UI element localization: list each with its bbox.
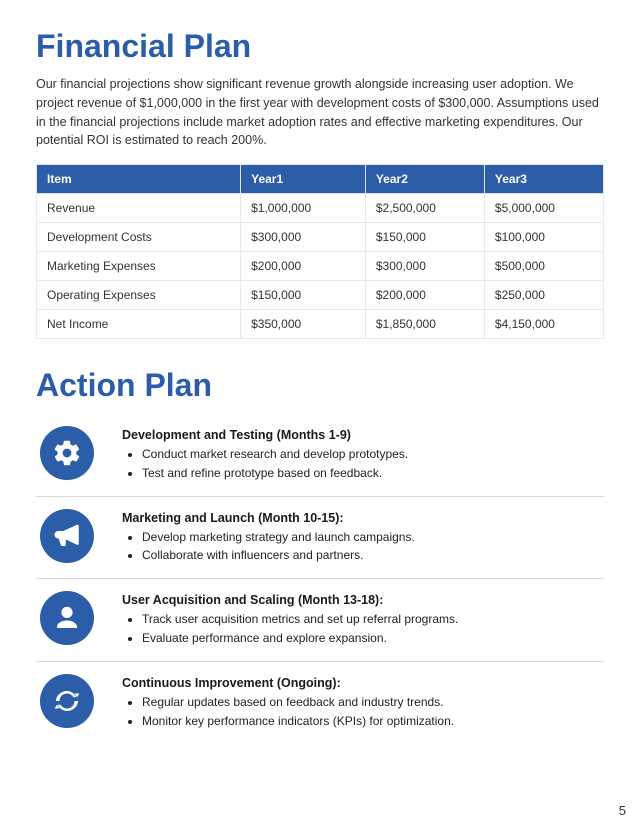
action-bullet: Develop marketing strategy and launch ca…: [142, 529, 604, 546]
table-cell: $150,000: [241, 281, 366, 310]
user-icon: [40, 591, 94, 645]
table-cell: Net Income: [37, 310, 241, 339]
action-heading: Development and Testing (Months 1-9): [122, 428, 604, 442]
financial-plan-intro: Our financial projections show significa…: [36, 75, 604, 150]
table-cell: $1,850,000: [365, 310, 484, 339]
table-cell: $100,000: [484, 223, 603, 252]
action-heading: Continuous Improvement (Ongoing):: [122, 676, 604, 690]
gear-icon: [40, 426, 94, 480]
action-body: User Acquisition and Scaling (Month 13-1…: [122, 591, 604, 649]
table-cell: $2,500,000: [365, 194, 484, 223]
action-bullet: Conduct market research and develop prot…: [142, 446, 604, 463]
table-cell: $350,000: [241, 310, 366, 339]
cycle-icon: [40, 674, 94, 728]
action-plan-list: Development and Testing (Months 1-9) Cond…: [36, 414, 604, 743]
action-body: Development and Testing (Months 1-9) Cond…: [122, 426, 604, 484]
action-body: Continuous Improvement (Ongoing): Regular…: [122, 674, 604, 732]
table-cell: $1,000,000: [241, 194, 366, 223]
action-bullet: Regular updates based on feedback and in…: [142, 694, 604, 711]
action-heading: Marketing and Launch (Month 10-15):: [122, 511, 604, 525]
action-item: User Acquisition and Scaling (Month 13-1…: [36, 579, 604, 662]
table-row: Marketing Expenses$200,000$300,000$500,0…: [37, 252, 604, 281]
page-number: 5: [619, 803, 626, 818]
action-bullet: Collaborate with influencers and partner…: [142, 547, 604, 564]
table-row: Operating Expenses$150,000$200,000$250,0…: [37, 281, 604, 310]
table-cell: Development Costs: [37, 223, 241, 252]
action-plan-title: Action Plan: [36, 367, 604, 404]
action-item: Marketing and Launch (Month 10-15): Devel…: [36, 497, 604, 580]
table-header: Year3: [484, 165, 603, 194]
table-cell: $500,000: [484, 252, 603, 281]
table-row: Development Costs$300,000$150,000$100,00…: [37, 223, 604, 252]
table-header: Year1: [241, 165, 366, 194]
action-bullet: Track user acquisition metrics and set u…: [142, 611, 604, 628]
action-bullet: Test and refine prototype based on feedb…: [142, 465, 604, 482]
action-bullets: Conduct market research and develop prot…: [122, 446, 604, 482]
table-cell: $150,000: [365, 223, 484, 252]
megaphone-icon: [40, 509, 94, 563]
table-cell: Marketing Expenses: [37, 252, 241, 281]
table-cell: $200,000: [365, 281, 484, 310]
table-cell: $5,000,000: [484, 194, 603, 223]
table-cell: $250,000: [484, 281, 603, 310]
table-cell: $4,150,000: [484, 310, 603, 339]
table-cell: Revenue: [37, 194, 241, 223]
action-bullet: Evaluate performance and explore expansi…: [142, 630, 604, 647]
action-bullets: Track user acquisition metrics and set u…: [122, 611, 604, 647]
financial-plan-title: Financial Plan: [36, 28, 604, 65]
action-heading: User Acquisition and Scaling (Month 13-1…: [122, 593, 604, 607]
action-bullets: Develop marketing strategy and launch ca…: [122, 529, 604, 565]
table-cell: $200,000: [241, 252, 366, 281]
table-header: Year2: [365, 165, 484, 194]
action-item: Continuous Improvement (Ongoing): Regular…: [36, 662, 604, 744]
table-header: Item: [37, 165, 241, 194]
table-row: Revenue$1,000,000$2,500,000$5,000,000: [37, 194, 604, 223]
table-cell: Operating Expenses: [37, 281, 241, 310]
action-bullet: Monitor key performance indicators (KPIs…: [142, 713, 604, 730]
action-item: Development and Testing (Months 1-9) Cond…: [36, 414, 604, 497]
table-cell: $300,000: [241, 223, 366, 252]
table-row: Net Income$350,000$1,850,000$4,150,000: [37, 310, 604, 339]
financial-table: ItemYear1Year2Year3 Revenue$1,000,000$2,…: [36, 164, 604, 339]
table-cell: $300,000: [365, 252, 484, 281]
action-bullets: Regular updates based on feedback and in…: [122, 694, 604, 730]
action-body: Marketing and Launch (Month 10-15): Devel…: [122, 509, 604, 567]
